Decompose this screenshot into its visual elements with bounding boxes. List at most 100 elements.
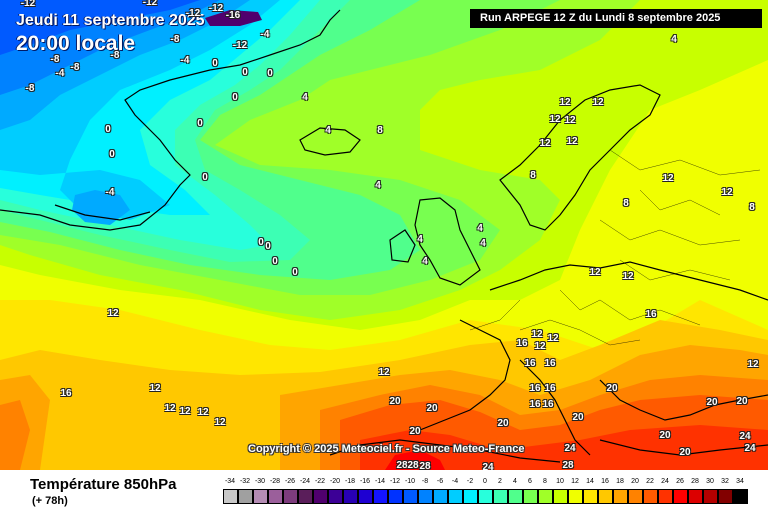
map-value-label: 12 [378,367,390,378]
map-value-label: 20 [572,412,584,423]
map-value-label: 4 [302,92,308,103]
color-legend: -34 -32 -30 -28 -26 -24 -22 -20 -18 -16 -14 -12 -10-… [223,478,755,508]
map-value-label: 12 [564,115,576,126]
legend-value-label: -18 [344,478,356,485]
legend-swatch [478,489,493,504]
legend-value-label: 22 [646,478,654,485]
map-value-label: -12 [142,0,158,8]
field-minus4-pocket [72,190,130,225]
field-minus16-pocket [205,10,262,26]
map-value-label: 24 [739,431,751,442]
map-value-label: 28 [396,460,408,471]
map-value-label: -4 [105,187,115,198]
map-value-label: 20 [736,396,748,407]
field-24 [360,425,768,470]
map-value-label: 20 [497,418,509,429]
map-value-label: 20 [679,447,691,458]
field-26 [385,450,445,470]
forecast-local-time: 20:00 locale [16,32,136,55]
legend-swatch [583,489,598,504]
map-value-label: 4 [325,125,331,136]
map-value-label: 20 [389,396,401,407]
borders [469,149,761,346]
map-value-label: 12 [539,138,551,149]
legend-value-label: -26 [284,478,296,485]
legend-value-label: -28 [269,478,281,485]
map-value-label: 0 [232,92,238,103]
map-value-label: 20 [706,397,718,408]
temperature-map [0,0,768,470]
map-value-label: 16 [544,358,556,369]
product-title: Température 850hPa [30,476,177,493]
map-value-label: 8 [749,202,755,213]
legend-swatch [253,489,268,504]
map-value-label: -12 [232,40,248,51]
legend-swatch [403,489,418,504]
map-value-label: 12 [197,407,209,418]
map-value-label: 12 [164,403,176,414]
legend-value-label: 10 [556,478,564,485]
legend-value-label: 6 [528,478,532,485]
legend-value-label: 0 [483,478,487,485]
legend-swatch [553,489,568,504]
map-value-label: 12 [549,114,561,125]
legend-value-label: -12 [389,478,401,485]
legend-swatch [613,489,628,504]
map-value-label: 0 [202,172,208,183]
map-value-label: 16 [60,388,72,399]
map-value-label: 0 [258,237,264,248]
map-value-label: 12 [547,333,559,344]
map-value-label: -8 [170,34,180,45]
map-value-label: 12 [747,359,759,370]
legend-swatch [268,489,283,504]
legend-swatch [568,489,583,504]
legend-value-label: -8 [421,478,429,485]
map-value-label: 4 [480,238,486,249]
legend-swatch [523,489,538,504]
map-value-label: 24 [564,443,576,454]
map-value-label: 12 [592,97,604,108]
map-value-label: -4 [55,68,65,79]
legend-swatch [643,489,658,504]
legend-swatch [493,489,508,504]
map-value-label: 16 [524,358,536,369]
legend-swatch [718,489,733,504]
legend-swatch [418,489,433,504]
map-value-label: 20 [606,383,618,394]
map-value-label: 12 [531,329,543,340]
map-value-label: 12 [107,308,119,319]
legend-value-label: 4 [513,478,517,485]
legend-value-label: -4 [451,478,459,485]
legend-value-label: -10 [404,478,416,485]
legend-swatch [223,489,238,504]
map-value-label: 12 [662,173,674,184]
legend-value-label: 20 [631,478,639,485]
legend-value-label: -16 [359,478,371,485]
map-value-label: 0 [212,58,218,69]
legend-swatch [388,489,403,504]
map-value-label: 4 [375,180,381,191]
map-value-label: 12 [589,267,601,278]
map-value-label: 28 [407,460,419,471]
legend-swatch [433,489,448,504]
map-value-label: 0 [109,149,115,160]
map-value-label: 8 [377,125,383,136]
map-value-label: 12 [559,97,571,108]
map-value-label: 24 [482,462,494,473]
copyright-notice: Copyright © 2025 Meteociel.fr - Source M… [248,443,525,455]
map-value-label: -16 [225,10,241,21]
legend-swatch [508,489,523,504]
legend-swatch [283,489,298,504]
map-value-label: 16 [516,338,528,349]
legend-value-label: -6 [436,478,444,485]
field-west-warm-core [0,400,30,470]
legend-value-label: 30 [706,478,714,485]
legend-value-label: 32 [721,478,729,485]
legend-swatch [538,489,553,504]
map-value-label: 16 [529,399,541,410]
map-canvas [0,0,768,470]
legend-value-label: -22 [314,478,326,485]
legend-value-label: 2 [498,478,502,485]
map-value-label: 0 [292,267,298,278]
legend-value-label: -24 [299,478,311,485]
